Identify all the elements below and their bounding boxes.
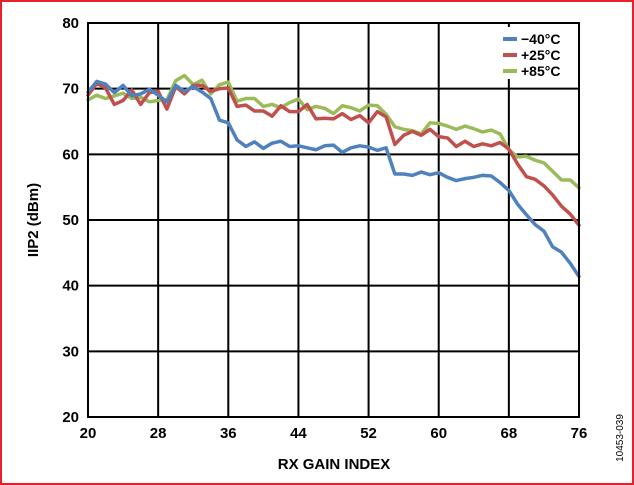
series-line-minus40c bbox=[86, 79, 581, 279]
x-tick-label: 60 bbox=[430, 425, 447, 442]
y-tick-label: 70 bbox=[62, 81, 79, 98]
y-axis-label: IIP2 (dBm) bbox=[25, 183, 42, 257]
x-axis-label: RX GAIN INDEX bbox=[278, 456, 391, 473]
plot-area-border bbox=[87, 22, 580, 418]
y-tick-label: 20 bbox=[62, 409, 79, 426]
y-tick-label: 60 bbox=[62, 146, 79, 163]
y-tick-label: 40 bbox=[62, 278, 79, 295]
x-tick-label: 44 bbox=[290, 425, 307, 442]
y-tick-label: 50 bbox=[62, 212, 79, 229]
x-tick-label: 20 bbox=[80, 425, 97, 442]
legend-label: +25°C bbox=[521, 47, 560, 63]
x-tick-label: 52 bbox=[360, 425, 377, 442]
x-tick-label: 28 bbox=[150, 425, 167, 442]
x-tick-labels: 20 28 36 44 52 60 68 76 bbox=[80, 425, 588, 442]
y-tick-label: 30 bbox=[62, 343, 79, 360]
x-tick-label: 76 bbox=[571, 425, 588, 442]
legend-label: −40°C bbox=[521, 31, 560, 47]
y-tick-labels: 20 30 40 50 60 70 80 bbox=[62, 15, 79, 426]
legend: −40°C+25°C+85°C bbox=[498, 27, 576, 79]
figure-id: 10453-039 bbox=[615, 414, 626, 462]
series-layer bbox=[86, 73, 581, 279]
series-line-plus25c bbox=[86, 81, 581, 227]
x-tick-label: 68 bbox=[501, 425, 518, 442]
legend-label: +85°C bbox=[521, 63, 560, 79]
x-tick-label: 36 bbox=[220, 425, 237, 442]
y-tick-label: 80 bbox=[62, 15, 79, 32]
